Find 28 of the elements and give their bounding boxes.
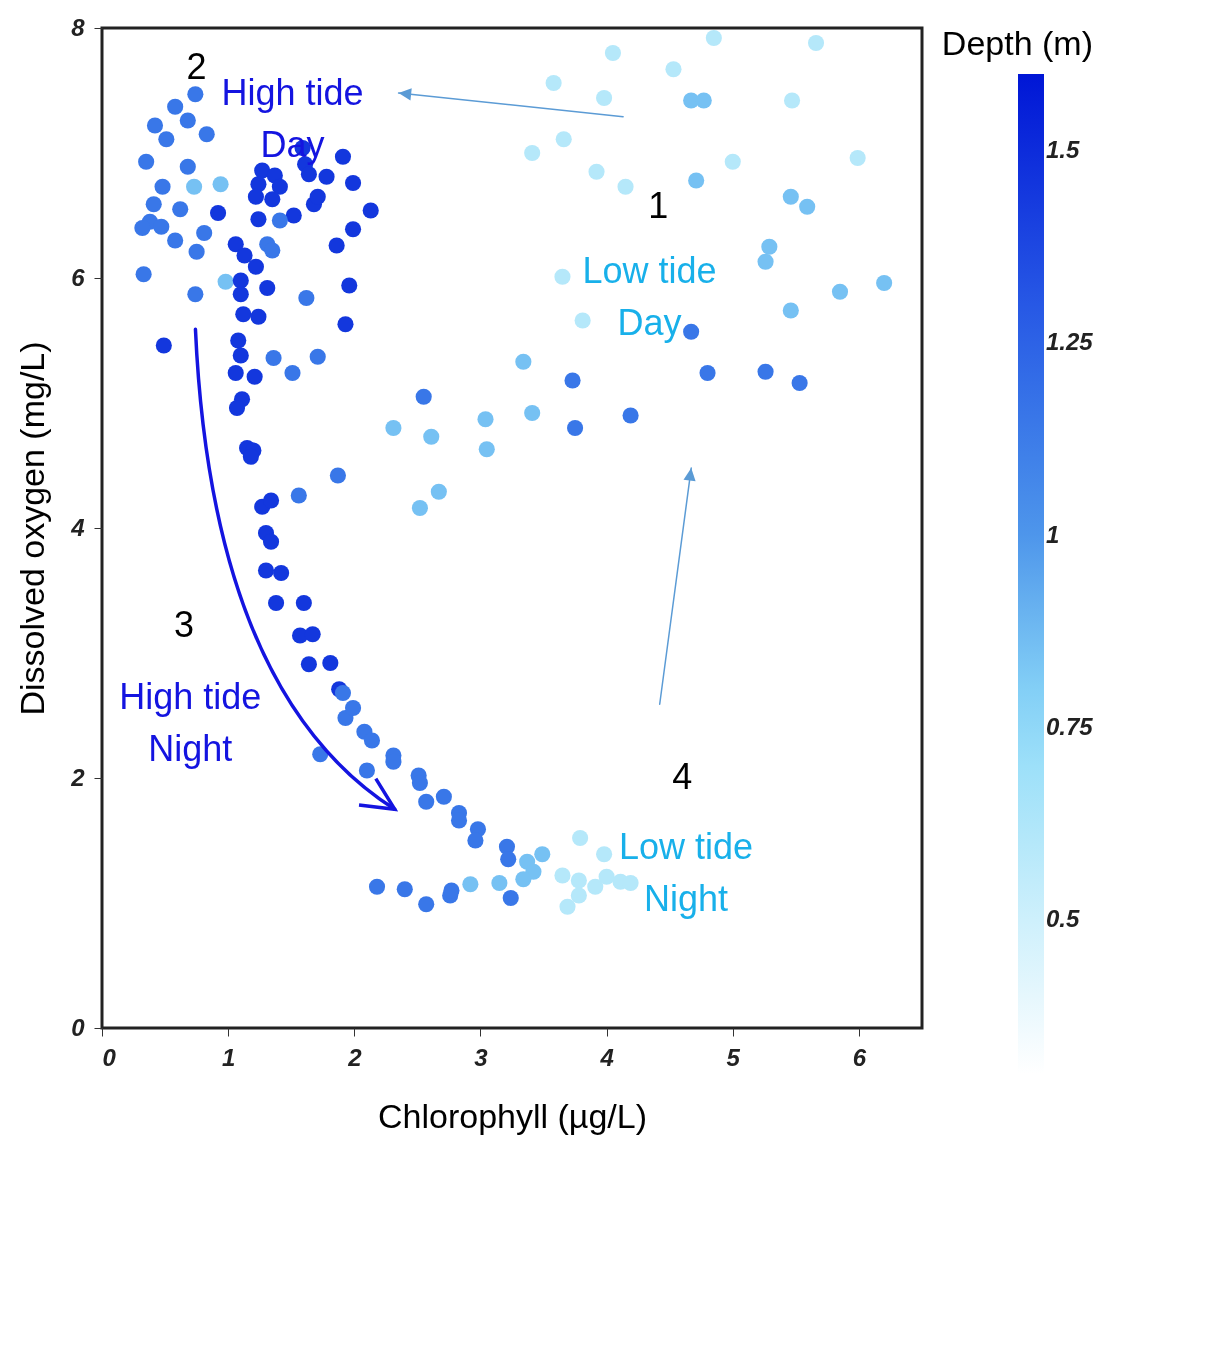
y-tick-label: 6 — [71, 263, 86, 291]
y-tick-label: 0 — [71, 1013, 86, 1041]
color-bar-label: 0.5 — [1046, 905, 1081, 933]
annotation: Low tide Night — [619, 826, 754, 919]
x-tick-label: 3 — [474, 1043, 489, 1071]
y-tick-label: 4 — [70, 513, 85, 541]
annotation: High tide Day — [221, 72, 364, 166]
x-tick-label: 1 — [221, 1043, 236, 1071]
y-axis-title: Dissolved oxygen (mg/L) — [13, 341, 52, 716]
annotation: 3 — [173, 603, 195, 645]
annotation: 1 — [648, 184, 669, 226]
x-tick-label: 6 — [852, 1043, 867, 1071]
color-bar-title: Depth (m) — [941, 24, 1093, 62]
annotation: 4 — [672, 756, 693, 797]
x-axis-title: Chlorophyll (µg/L) — [377, 1096, 648, 1135]
annotation: High tide Night — [119, 676, 262, 769]
color-bar-label: 1.25 — [1046, 328, 1094, 356]
color-bar-label: 1 — [1046, 520, 1060, 548]
annotation: Low tide Day — [582, 249, 717, 343]
x-tick-label: 4 — [599, 1043, 614, 1071]
x-tick-label: 5 — [726, 1043, 741, 1071]
x-tick-label: 0 — [102, 1043, 117, 1071]
annotation: 2 — [186, 46, 207, 87]
color-bar-label: 1.5 — [1046, 135, 1081, 163]
color-bar-label: 0.75 — [1046, 712, 1094, 740]
y-tick-label: 2 — [70, 763, 86, 791]
x-tick-label: 2 — [347, 1043, 363, 1071]
y-tick-label: 8 — [71, 13, 86, 41]
